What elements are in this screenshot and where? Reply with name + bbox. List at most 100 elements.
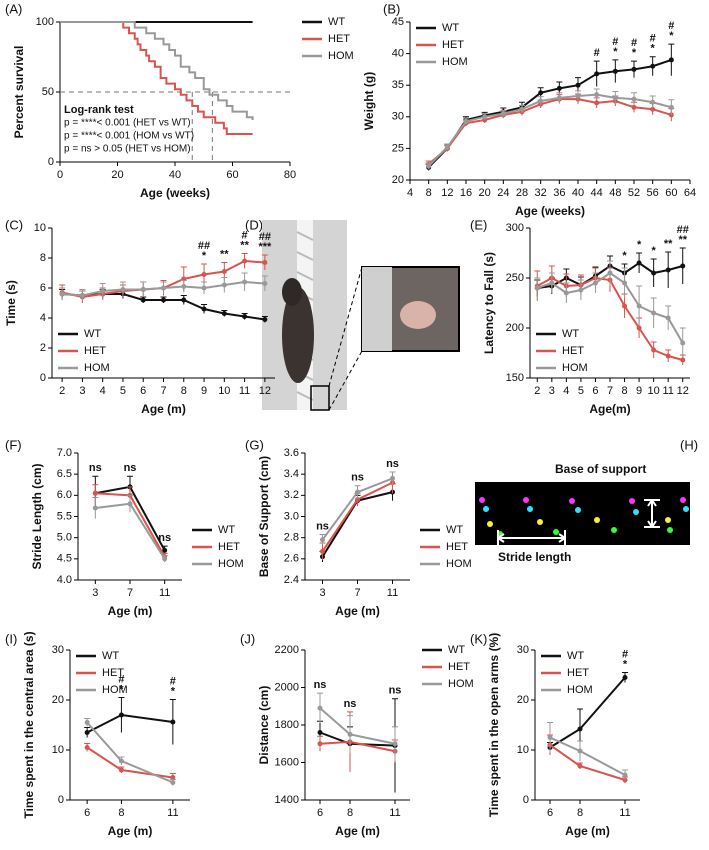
data-point xyxy=(140,287,146,292)
significance-label: * xyxy=(637,239,642,251)
data-line xyxy=(427,93,672,167)
data-line xyxy=(86,713,173,734)
data-point xyxy=(636,260,642,266)
legend-label: HOM xyxy=(562,362,588,374)
legend-label: HET xyxy=(218,541,240,553)
data-line xyxy=(427,58,672,169)
x-tick-label: 48 xyxy=(609,187,621,199)
data-point xyxy=(577,726,583,732)
x-tick-label: 8 xyxy=(621,385,627,397)
y-tick-label: 2.8 xyxy=(284,532,299,544)
survival-line xyxy=(60,21,254,120)
y-tick-label: 30 xyxy=(52,644,64,656)
x-axis-label: Age (m) xyxy=(565,824,610,838)
x-tick-label: 32 xyxy=(535,187,547,199)
zoom-lines xyxy=(328,266,363,411)
data-point xyxy=(578,287,584,293)
data-point xyxy=(547,735,553,740)
data-point xyxy=(426,163,432,169)
data-point xyxy=(665,353,671,359)
y-tick-label: 4 xyxy=(40,312,46,324)
data-point xyxy=(242,279,248,285)
x-axis-label: Age(m) xyxy=(589,402,630,416)
significance-label: * xyxy=(623,658,628,670)
chart: (I) 0 10 20 30 6 8 11 Age (m) Time spent in the c… xyxy=(5,631,190,838)
legend-label: HOM xyxy=(102,684,128,696)
panel-label: (I) xyxy=(5,631,17,646)
data-point xyxy=(181,284,187,289)
significance-label: ## xyxy=(259,231,271,243)
data-point xyxy=(577,748,583,754)
x-tick-label: 12 xyxy=(677,385,689,397)
significance-label: ## xyxy=(677,224,689,236)
x-axis-label: Age (m) xyxy=(108,824,153,838)
legend-label: HET xyxy=(567,667,589,679)
x-tick-label: 2 xyxy=(534,385,540,397)
significance-label: * xyxy=(171,685,176,697)
legend-label: WT xyxy=(218,524,235,536)
x-tick-label: 5 xyxy=(578,385,584,397)
data-point xyxy=(665,315,671,321)
significance-label: ## xyxy=(198,240,210,252)
y-tick-label: 30 xyxy=(392,111,404,123)
significance-label: *** xyxy=(258,241,272,253)
y-tick-label: 2000 xyxy=(275,681,299,693)
y-tick-label: 5.0 xyxy=(57,532,72,544)
legend-label: WT xyxy=(442,22,459,34)
x-tick-label: 7 xyxy=(354,587,360,599)
x-tick-label: 11 xyxy=(619,807,630,819)
x-tick-label: 28 xyxy=(516,187,528,199)
data-point xyxy=(651,270,657,276)
data-point xyxy=(221,269,227,274)
data-point xyxy=(482,114,488,120)
panel-h: (H) Base of support Stride length xyxy=(475,437,698,564)
x-axis-label: Age (m) xyxy=(108,604,153,618)
significance-label: ns xyxy=(386,458,399,470)
y-tick-label: 2.6 xyxy=(284,553,299,565)
data-point xyxy=(612,68,618,74)
y-tick-label: 4.0 xyxy=(57,574,72,586)
data-point xyxy=(680,263,686,269)
legend-label: HOM xyxy=(567,684,593,696)
y-tick-label: 40 xyxy=(392,48,404,60)
y-tick-label: 1400 xyxy=(275,794,299,806)
data-point xyxy=(556,95,562,101)
x-tick-label: 6 xyxy=(547,807,553,819)
significance-label: # xyxy=(622,648,628,660)
data-point xyxy=(162,556,168,562)
x-tick-label: 40 xyxy=(169,169,181,181)
data-point xyxy=(575,82,581,88)
y-tick-label: 0 xyxy=(40,372,46,384)
data-point xyxy=(59,291,65,297)
annotation: Base of support xyxy=(555,462,646,476)
legend-label: WT xyxy=(328,16,345,28)
legend-label: HOM xyxy=(84,362,110,374)
x-tick-label: 20 xyxy=(111,169,123,181)
data-point xyxy=(201,306,207,312)
legend-label: HET xyxy=(446,541,468,553)
significance-label: ** xyxy=(220,248,229,260)
significance-label: ** xyxy=(240,239,249,251)
data-point xyxy=(650,106,656,112)
x-tick-label: 9 xyxy=(201,385,207,397)
y-tick-label: 3.0 xyxy=(284,510,299,522)
data-point xyxy=(651,347,657,353)
data-point xyxy=(594,92,600,98)
paw xyxy=(400,301,436,329)
x-tick-label: 6 xyxy=(317,807,323,819)
legend-label: WT xyxy=(84,328,101,340)
legend-label: HET xyxy=(448,661,470,673)
data-point xyxy=(651,310,657,316)
significance-label: * xyxy=(651,245,656,257)
data-point xyxy=(650,99,656,105)
y-tick-label: 2.4 xyxy=(284,574,299,586)
x-tick-label: 6 xyxy=(84,807,90,819)
x-tick-label: 7 xyxy=(160,385,166,397)
panel-label: (J) xyxy=(240,631,255,646)
significance-label: # xyxy=(118,673,124,685)
data-point xyxy=(221,282,227,288)
x-tick-label: 3 xyxy=(549,385,555,397)
significance-label: * xyxy=(632,47,637,59)
legend-label: WT xyxy=(448,644,465,656)
